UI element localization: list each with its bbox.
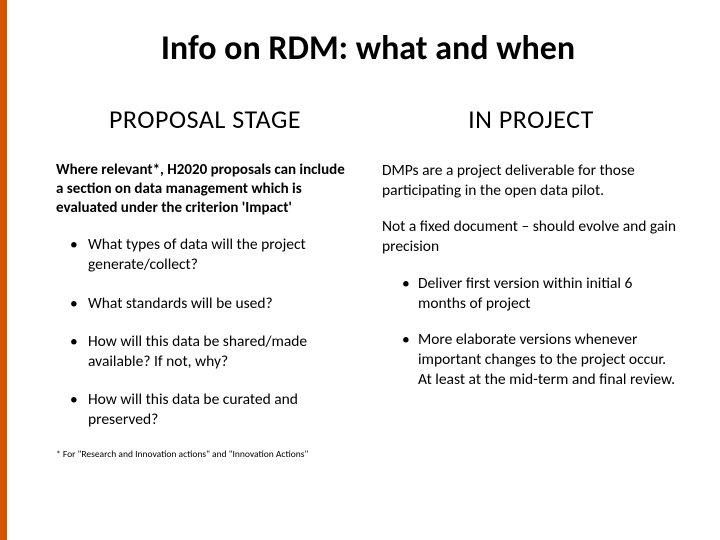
left-heading: PROPOSAL STAGE — [56, 103, 354, 135]
right-para-2: Not a fixed document – should evolve and… — [382, 217, 680, 257]
list-item: What types of data will the project gene… — [70, 235, 354, 275]
slide-title: Info on RDM: what and when — [56, 28, 680, 69]
left-column: PROPOSAL STAGE Where relevant*, H2020 pr… — [56, 103, 354, 460]
right-para-1: DMPs are a project deliverable for those… — [382, 161, 680, 201]
slide: Info on RDM: what and when PROPOSAL STAG… — [0, 0, 720, 480]
list-item: Deliver first version within initial 6 m… — [402, 274, 680, 314]
right-bullet-list: Deliver first version within initial 6 m… — [382, 274, 680, 391]
list-item: More elaborate versions whenever importa… — [402, 330, 680, 390]
right-column: IN PROJECT DMPs are a project deliverabl… — [382, 103, 680, 460]
columns: PROPOSAL STAGE Where relevant*, H2020 pr… — [56, 103, 680, 460]
list-item: What standards will be used? — [70, 294, 354, 314]
footnote: * For "Research and Innovation actions" … — [56, 448, 354, 460]
right-heading: IN PROJECT — [382, 103, 680, 135]
accent-bar — [0, 0, 7, 540]
list-item: How will this data be curated and preser… — [70, 390, 354, 430]
left-bullet-list: What types of data will the project gene… — [56, 235, 354, 430]
list-item: How will this data be shared/made availa… — [70, 332, 354, 372]
left-intro: Where relevant*, H2020 proposals can inc… — [56, 161, 354, 217]
